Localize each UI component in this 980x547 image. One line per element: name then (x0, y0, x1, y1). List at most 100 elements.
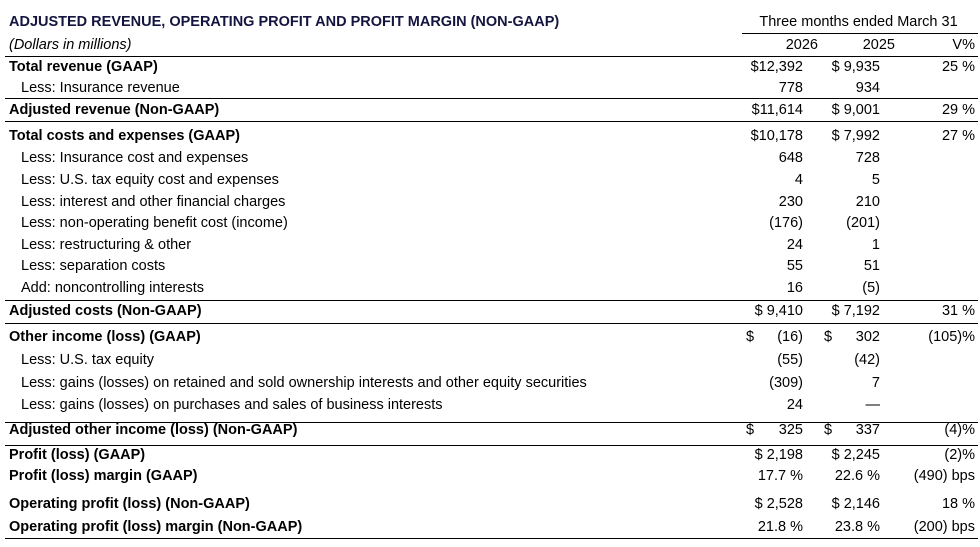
table-row: Less: Insurance cost and expenses 648 728 (0, 148, 980, 168)
value-2026: 21.8 % (757, 519, 803, 535)
table-row: Less: separation costs 55 51 (0, 256, 980, 276)
table-row: Less: Insurance revenue 778 934 (0, 78, 980, 98)
value-variance: (105)% (928, 329, 975, 345)
value-2025: 934 (855, 80, 880, 96)
value-2025: 210 (855, 194, 880, 210)
table-row: Total revenue (GAAP) $12,392 $ 9,935 25 % (0, 57, 980, 77)
table-row: Add: noncontrolling interests 16 (5) (0, 278, 980, 298)
value-2026: $ 9,410 (754, 303, 803, 319)
row-label: Adjusted other income (loss) (Non-GAAP) (9, 422, 298, 438)
value-2026: 778 (778, 80, 803, 96)
value-variance: (490) bps (913, 468, 975, 484)
value-2025: 23.8 % (834, 519, 880, 535)
value-2025: 7 (871, 375, 880, 391)
value-2026: (16) (777, 329, 803, 345)
dollar-sign: $ (824, 422, 833, 438)
row-label: Other income (loss) (GAAP) (9, 329, 201, 345)
value-2025: 5 (871, 172, 880, 188)
value-variance: (200) bps (913, 519, 975, 535)
value-variance: 25 % (941, 59, 975, 75)
dollar-sign: $ (824, 329, 833, 345)
units-note: (Dollars in millions) (9, 37, 132, 53)
value-2026: 16 (786, 280, 803, 296)
value-variance: 27 % (941, 128, 975, 144)
divider (5, 121, 978, 122)
divider (5, 422, 978, 423)
value-2026: $12,392 (750, 59, 803, 75)
value-2025: 302 (855, 329, 880, 345)
table-row: Less: restructuring & other 24 1 (0, 235, 980, 255)
divider (5, 538, 978, 539)
row-label: Total costs and expenses (GAAP) (9, 128, 240, 144)
value-2025: (42) (854, 352, 880, 368)
value-2026: 4 (794, 172, 803, 188)
table-row: Operating profit (loss) (Non-GAAP) $ 2,52… (0, 494, 980, 514)
divider (5, 323, 978, 324)
row-label: Less: restructuring & other (21, 237, 192, 253)
value-variance: (4)% (944, 422, 975, 438)
table-row: Less: U.S. tax equity (55) (42) (0, 350, 980, 370)
table-row: Adjusted revenue (Non-GAAP) $11,614 $ 9,00… (0, 100, 980, 120)
divider (5, 98, 978, 99)
value-2025: 728 (855, 150, 880, 166)
value-2025: (5) (862, 280, 880, 296)
table-row: Less: non-operating benefit cost (income… (0, 213, 980, 233)
table-title: ADJUSTED REVENUE, OPERATING PROFIT AND P… (9, 14, 560, 30)
value-2026: (309) (769, 375, 803, 391)
table-row: Profit (loss) margin (GAAP) 17.7 % 22.6 % (… (0, 466, 980, 486)
divider (5, 56, 978, 57)
table-row: Less: interest and other financial charg… (0, 192, 980, 212)
table-row: Adjusted costs (Non-GAAP) $ 9,410 $ 7,192 3… (0, 301, 980, 321)
row-label: Total revenue (GAAP) (9, 59, 158, 75)
value-2025: $ 7,192 (831, 303, 880, 319)
value-2026: $ 2,528 (754, 496, 803, 512)
column-header-2025: 2025 (862, 37, 895, 53)
value-variance: (2)% (944, 447, 975, 463)
row-label: Less: U.S. tax equity cost and expenses (21, 172, 279, 188)
table-row: Less: gains (losses) on purchases and sa… (0, 395, 980, 415)
value-2025: 51 (863, 258, 880, 274)
column-header-2026: 2026 (785, 37, 818, 53)
value-2026: (176) (769, 215, 803, 231)
value-2025: $ 7,992 (831, 128, 880, 144)
table-row: Less: U.S. tax equity cost and expenses 4… (0, 170, 980, 190)
value-variance: 18 % (941, 496, 975, 512)
dollar-sign: $ (746, 422, 755, 438)
row-label: Less: Insurance cost and expenses (21, 150, 249, 166)
value-variance: 29 % (941, 102, 975, 118)
table-row: Profit (loss) (GAAP) $ 2,198 $ 2,245 (2)% (0, 445, 980, 465)
row-label: Less: gains (losses) on purchases and sa… (21, 397, 443, 413)
row-label: Less: interest and other financial charg… (21, 194, 286, 210)
period-header: Three months ended March 31 (759, 14, 958, 30)
row-label: Less: Insurance revenue (21, 80, 180, 96)
table-row: Less: gains (losses) on retained and sol… (0, 373, 980, 393)
value-2025: $ 2,245 (831, 447, 880, 463)
row-label: Adjusted revenue (Non-GAAP) (9, 102, 220, 118)
row-label: Profit (loss) (GAAP) (9, 447, 146, 463)
row-label: Add: noncontrolling interests (21, 280, 204, 296)
value-2026: 648 (778, 150, 803, 166)
value-2025: (201) (846, 215, 880, 231)
value-2026: (55) (777, 352, 803, 368)
divider (742, 33, 978, 34)
dollar-sign: $ (746, 329, 755, 345)
value-2026: $10,178 (750, 128, 803, 144)
value-2025: $ 9,935 (831, 59, 880, 75)
value-2026: $11,614 (751, 102, 803, 118)
table-row: Other income (loss) (GAAP) $ $ (16) 302 (105)… (0, 327, 980, 347)
table-row: Adjusted other income (loss) (Non-GAAP) $… (0, 420, 980, 440)
value-variance: 31 % (941, 303, 975, 319)
table-row: Total costs and expenses (GAAP) $10,178 $ … (0, 126, 980, 146)
value-2025: 1 (871, 237, 880, 253)
value-2026: 230 (778, 194, 803, 210)
value-2026: 55 (786, 258, 803, 274)
value-2025: 337 (855, 422, 880, 438)
value-2025: $ 2,146 (831, 496, 880, 512)
value-2026: 325 (778, 422, 803, 438)
value-2026: 17.7 % (757, 468, 803, 484)
row-label: Profit (loss) margin (GAAP) (9, 468, 198, 484)
row-label: Less: gains (losses) on retained and sol… (21, 375, 587, 391)
row-label: Adjusted costs (Non-GAAP) (9, 303, 202, 319)
value-2025: — (865, 397, 881, 413)
